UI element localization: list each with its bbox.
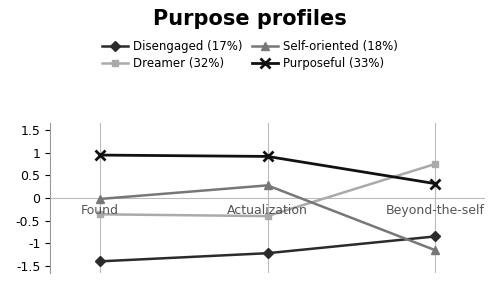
Purposeful (33%) [432,182,438,185]
Line: Dreamer (32%): Dreamer (32%) [96,161,438,220]
Legend: Disengaged (17%), Dreamer (32%), Self-oriented (18%), Purposeful (33%): Disengaged (17%), Dreamer (32%), Self-or… [102,40,398,70]
Text: Found: Found [81,204,119,217]
Dreamer (32%) [264,214,270,218]
Disengaged (17%) [264,251,270,255]
Disengaged (17%) [97,260,103,263]
Self-oriented (18%) [432,248,438,252]
Line: Purposeful (33%): Purposeful (33%) [96,150,440,189]
Dreamer (32%) [97,213,103,216]
Line: Disengaged (17%): Disengaged (17%) [96,233,438,265]
Text: Purpose profiles: Purpose profiles [153,9,347,29]
Purposeful (33%) [264,155,270,158]
Self-oriented (18%) [97,197,103,201]
Text: Beyond-the-self: Beyond-the-self [386,204,484,217]
Dreamer (32%) [432,162,438,166]
Line: Self-oriented (18%): Self-oriented (18%) [96,181,439,254]
Purposeful (33%) [97,153,103,157]
Disengaged (17%) [432,235,438,238]
Self-oriented (18%) [264,184,270,187]
Text: Actualization: Actualization [227,204,308,217]
